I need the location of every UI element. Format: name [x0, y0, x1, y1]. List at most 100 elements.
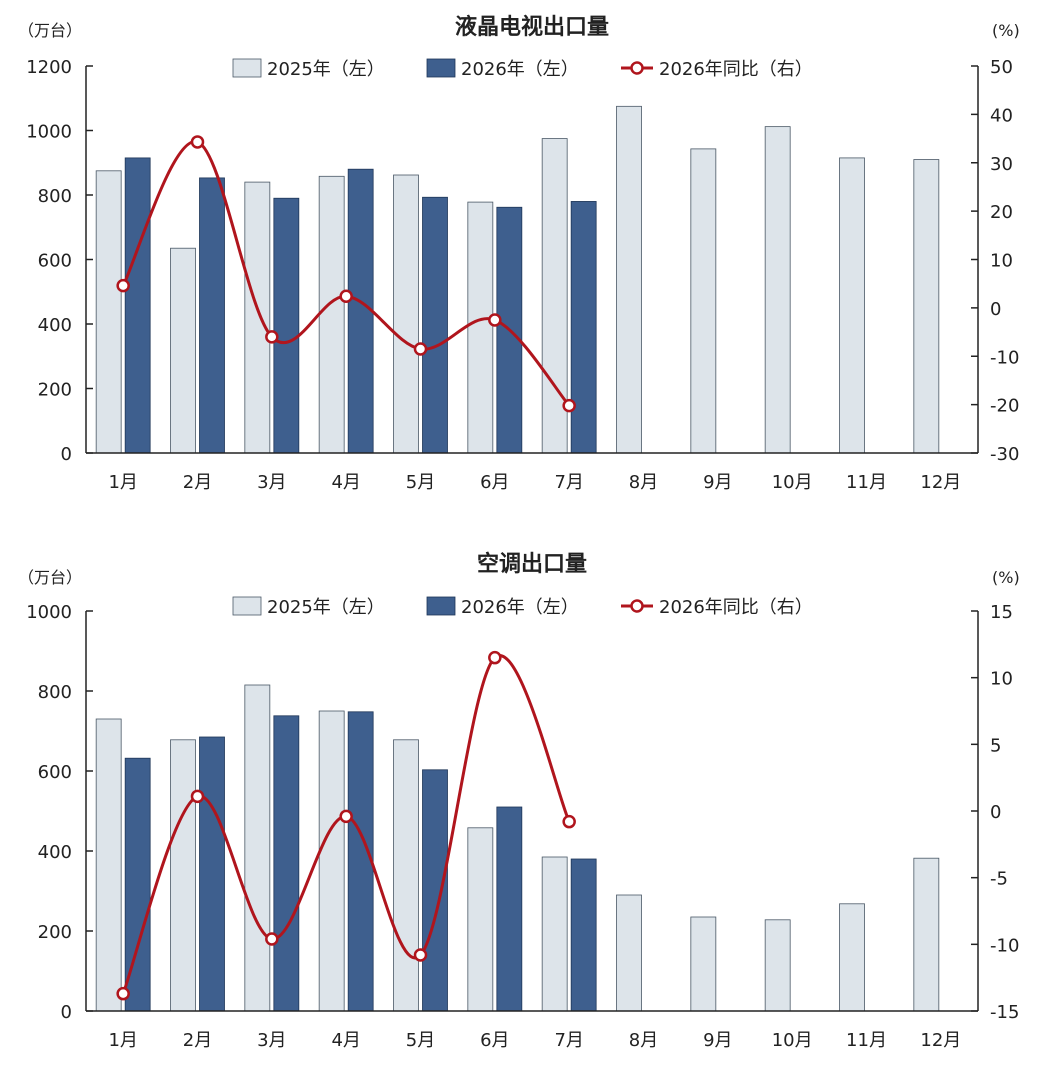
bar-2025-2: [170, 739, 196, 1012]
left-tick-label: 0: [61, 444, 72, 465]
bar-2025-12: [913, 857, 940, 1012]
left-tick-label: 200: [38, 922, 72, 943]
bar-2026-5: [422, 769, 448, 1012]
chart-title: 液晶电视出口量: [455, 14, 609, 40]
right-tick-label: 0: [990, 802, 1001, 823]
bar-2026-7: [570, 201, 597, 454]
bar-2025-8: [616, 894, 642, 1012]
bar-2026-1: [124, 157, 151, 454]
category-label: 9月: [703, 1030, 732, 1051]
left-tick-label: 400: [38, 842, 72, 863]
right-tick-label: 0: [990, 299, 1001, 320]
category-label: 9月: [703, 472, 732, 493]
bar-2026-6: [496, 806, 523, 1012]
bar-2026-4: [347, 711, 374, 1012]
bar-2025-4: [318, 175, 345, 454]
legend-label-yoy: 2026年同比（右）: [659, 597, 813, 618]
right-tick-label: -20: [990, 396, 1019, 417]
right-tick-label: -10: [990, 347, 1019, 368]
yoy-point-3: [265, 932, 279, 946]
category-label: 8月: [629, 1030, 658, 1051]
right-tick-label: 15: [990, 602, 1013, 623]
left-tick-label: 600: [38, 762, 72, 783]
legend-marker-yoy: [630, 599, 644, 613]
bar-2025-5: [393, 739, 419, 1012]
bar-2025-10: [764, 919, 791, 1012]
yoy-point-3: [265, 330, 279, 344]
category-label: 5月: [406, 472, 435, 493]
legend-label-2025: 2025年（左）: [267, 597, 385, 618]
bar-2025-5: [393, 174, 419, 454]
left-axis-unit: （万台）: [18, 568, 82, 587]
category-label: 1月: [108, 1030, 137, 1051]
category-label: 7月: [554, 472, 583, 493]
left-axis-unit: （万台）: [18, 21, 82, 40]
bar-2025-7: [541, 856, 568, 1012]
right-tick-label: 5: [990, 735, 1001, 756]
right-axis-unit: (%): [992, 21, 1020, 40]
left-tick-label: 1000: [26, 602, 72, 623]
bar-2026-5: [422, 196, 448, 454]
legend-swatch-2025: [232, 58, 262, 78]
bar-2025-11: [839, 903, 865, 1012]
legend-label-yoy: 2026年同比（右）: [659, 59, 813, 80]
category-label: 12月: [920, 1030, 961, 1051]
yoy-point-6: [488, 650, 502, 665]
category-label: 4月: [331, 472, 360, 493]
legend: 2025年（左） 2026年（左） 2026年同比（右）: [232, 58, 813, 80]
legend-swatch-2025: [232, 596, 262, 616]
legend-label-2026: 2026年（左）: [461, 59, 579, 80]
legend-label-2026: 2026年（左）: [461, 597, 579, 618]
category-label: 10月: [772, 1030, 813, 1051]
category-label: 12月: [920, 472, 961, 493]
category-label: 6月: [480, 1030, 509, 1051]
category-label: 11月: [846, 472, 887, 493]
yoy-point-2: [190, 789, 205, 804]
category-label: 1月: [108, 472, 137, 493]
category-label: 2月: [183, 472, 212, 493]
category-label: 3月: [257, 472, 286, 493]
bar-2026-1: [124, 757, 151, 1012]
bar-2026-7: [570, 858, 597, 1012]
bar-2025-12: [913, 159, 940, 454]
bar-2025-3: [244, 684, 271, 1012]
right-tick-label: -30: [990, 444, 1019, 465]
category-label: 3月: [257, 1030, 286, 1051]
bar-2025-1: [95, 170, 122, 454]
left-tick-label: 1200: [26, 57, 72, 78]
yoy-point-7: [562, 814, 576, 829]
legend-label-2025: 2025年（左）: [267, 59, 385, 80]
left-tick-label: 800: [38, 186, 72, 207]
right-axis-unit: (%): [992, 568, 1020, 587]
chart-1: 液晶电视出口量 （万台） (%) 2025年（左） 2026年（左） 2026年同比（右）…: [18, 14, 1020, 493]
right-tick-label: -15: [990, 1002, 1019, 1023]
yoy-point-1: [116, 986, 130, 1001]
right-tick-label: 10: [990, 669, 1013, 690]
bar-2026-2: [199, 177, 225, 454]
yoy-point-4: [339, 289, 353, 304]
left-tick-label: 200: [38, 380, 72, 401]
bar-2025-6: [467, 827, 494, 1012]
left-tick-label: 600: [38, 251, 72, 272]
bar-2025-2: [170, 247, 196, 454]
left-tick-label: 0: [61, 1002, 72, 1023]
bar-2025-1: [95, 718, 122, 1012]
bar-2025-9: [690, 148, 717, 454]
right-tick-label: 50: [990, 57, 1013, 78]
category-label: 4月: [331, 1030, 360, 1051]
chart-2: 空调出口量 （万台） (%) 2025年（左） 2026年（左） 2026年同比（右） 0 2…: [18, 551, 1020, 1051]
bars: [95, 684, 940, 1012]
bar-2025-8: [616, 105, 642, 454]
right-tick-label: 10: [990, 251, 1013, 272]
right-tick-label: -5: [990, 869, 1008, 890]
category-label: 2月: [183, 1030, 212, 1051]
legend-swatch-2026: [426, 596, 456, 616]
bar-2025-9: [690, 916, 717, 1012]
legend-swatch-2026: [426, 58, 456, 78]
bar-2025-4: [318, 710, 345, 1012]
bar-2025-10: [764, 126, 791, 454]
left-tick-label: 400: [38, 315, 72, 336]
category-label: 6月: [480, 472, 509, 493]
